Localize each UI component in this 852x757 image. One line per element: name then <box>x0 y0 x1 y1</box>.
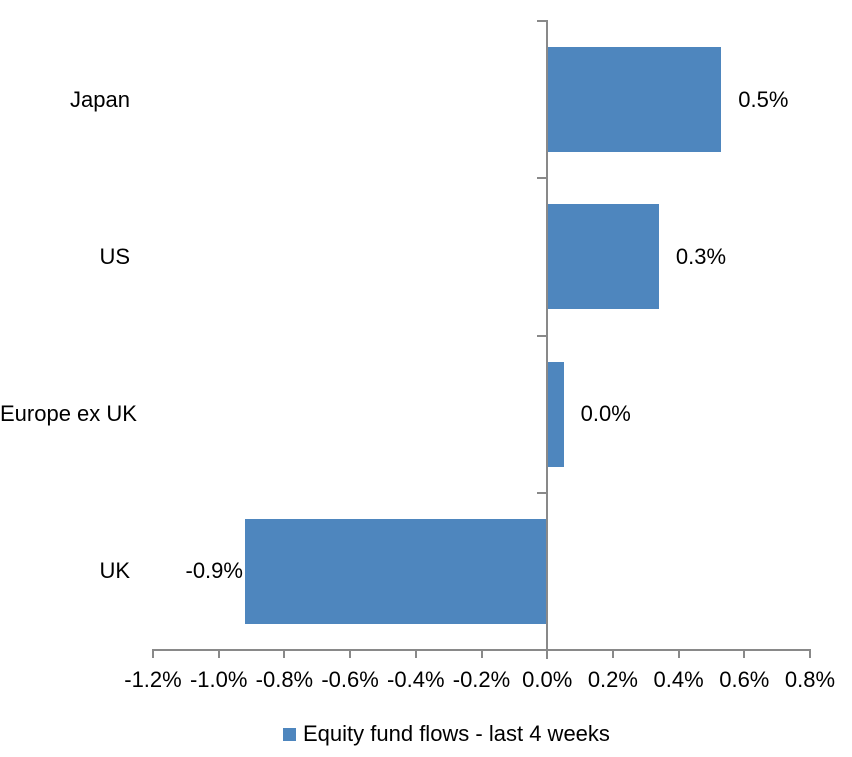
x-axis-tick <box>283 651 286 658</box>
legend-swatch <box>283 728 296 741</box>
bar-uk <box>244 518 548 624</box>
x-axis-tick-label: 0.6% <box>719 667 770 692</box>
x-axis-tick <box>611 651 614 658</box>
category-tick <box>537 20 547 22</box>
x-axis-tick-label: -1.2% <box>124 667 182 692</box>
category-label: US <box>99 243 130 269</box>
bar-value-label: 0.3% <box>675 243 727 269</box>
x-axis-tick <box>677 651 680 658</box>
category-label: Europe ex UK <box>0 401 137 427</box>
x-axis-tick-label: -0.8% <box>255 667 314 692</box>
x-axis-tick <box>349 651 352 658</box>
x-axis-tick <box>480 651 483 658</box>
bar-europe-ex-uk <box>547 361 564 467</box>
x-axis-tick <box>217 651 220 658</box>
x-axis-tick <box>414 651 417 658</box>
x-axis-tick <box>809 651 811 658</box>
bar-value-label: 0.0% <box>580 401 631 427</box>
x-axis-tick <box>152 651 154 658</box>
x-axis-tick-label: -1.0% <box>189 667 248 692</box>
category-label: UK <box>99 558 130 584</box>
bar-japan <box>547 47 722 153</box>
x-axis-tick-label: 0.4% <box>653 667 704 692</box>
category-label: Japan <box>70 86 130 112</box>
x-axis-tick-label: 0.8% <box>784 667 836 692</box>
x-axis-tick-label: 0.2% <box>587 667 638 692</box>
y-axis-line <box>546 20 549 659</box>
category-tick <box>537 491 547 494</box>
x-axis-tick <box>546 651 549 658</box>
x-axis-tick-label: -0.6% <box>321 667 379 692</box>
category-tick <box>537 334 547 337</box>
legend-label: Equity fund flows - last 4 weeks <box>303 721 610 746</box>
x-axis-tick-label: -0.2% <box>452 667 511 692</box>
bar-value-label: 0.5% <box>738 86 789 112</box>
category-tick <box>537 177 547 180</box>
x-axis-tick-label: -0.4% <box>387 667 445 692</box>
bar-value-label: -0.9% <box>185 558 243 584</box>
x-axis-line <box>152 649 811 651</box>
x-axis-tick <box>743 651 746 658</box>
bar-us <box>547 204 659 310</box>
x-axis-tick-label: 0.0% <box>522 667 573 692</box>
legend: Equity fund flows - last 4 weeks <box>283 721 610 747</box>
